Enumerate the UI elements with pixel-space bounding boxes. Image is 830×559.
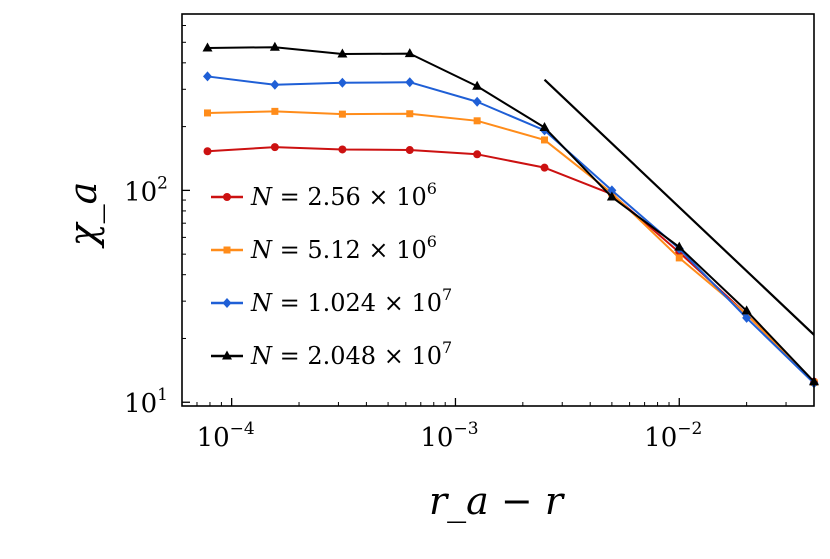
legend-value: = 2.048 × 10 — [272, 342, 442, 370]
data-point — [269, 41, 280, 51]
legend-exponent: 6 — [427, 179, 437, 198]
data-point — [338, 145, 347, 154]
legend-variable: N — [250, 289, 273, 317]
reference-line-layer — [543, 78, 814, 337]
x-axis-label: r_a − r — [429, 479, 566, 524]
data-point — [472, 96, 482, 107]
y-tick-base: 10 — [124, 177, 157, 207]
x-axis-ticks: 10−4 10−3 10−2 — [181, 398, 815, 453]
data-point — [271, 107, 279, 115]
legend-item: N = 1.024 × 107 — [211, 285, 452, 317]
data-point — [472, 80, 483, 90]
data-point — [406, 110, 414, 118]
data-point — [541, 136, 549, 144]
data-point — [337, 48, 348, 58]
data-point — [539, 122, 550, 132]
data-point — [203, 147, 212, 156]
series-line — [207, 46, 815, 383]
legend-item: N = 2.56 × 106 — [211, 179, 437, 211]
y-tick-exponent: 2 — [157, 173, 168, 193]
x-tick-base: 10 — [420, 423, 453, 453]
series-line — [207, 75, 815, 384]
legend-marker — [222, 350, 232, 360]
legend-item: N = 2.048 × 107 — [211, 338, 452, 370]
data-point — [540, 163, 549, 172]
legend-label: N = 5.12 × 106 — [250, 232, 437, 264]
legend-label: N = 2.048 × 107 — [250, 338, 452, 370]
y-tick-label: 102 — [124, 173, 168, 207]
data-point — [607, 185, 617, 196]
legend-exponent: 6 — [427, 232, 437, 251]
data-point — [405, 146, 414, 155]
series-4 — [202, 41, 819, 386]
data-point — [741, 305, 752, 315]
x-tick-label: 10−4 — [197, 419, 255, 453]
data-point — [204, 109, 212, 117]
legend-label: N = 2.56 × 106 — [250, 179, 437, 211]
data-point — [742, 312, 752, 323]
legend-marker — [222, 298, 232, 308]
x-tick-exponent: −2 — [677, 419, 702, 439]
legend-value: = 2.56 × 10 — [272, 183, 427, 211]
data-point — [473, 117, 481, 125]
legend-variable: N — [250, 236, 273, 264]
series-line — [207, 110, 815, 384]
data-point — [405, 77, 415, 88]
series-layer — [202, 41, 819, 389]
data-point — [675, 254, 683, 262]
data-point — [203, 71, 213, 82]
y-tick-base: 10 — [124, 389, 157, 419]
x-tick-base: 10 — [197, 423, 230, 453]
x-tick-exponent: −3 — [453, 419, 478, 439]
data-point — [404, 48, 415, 58]
legend-variable: N — [250, 342, 273, 370]
legend-label: N = 1.024 × 107 — [250, 285, 452, 317]
legend-value: = 5.12 × 10 — [272, 236, 427, 264]
series-3 — [203, 71, 819, 389]
data-point — [337, 77, 347, 88]
x-tick-base: 10 — [644, 423, 677, 453]
legend-variable: N — [250, 183, 273, 211]
legend-exponent: 7 — [442, 338, 452, 357]
legend-item: N = 5.12 × 106 — [211, 232, 437, 264]
plot-frame — [181, 13, 815, 407]
x-tick-label: 10−3 — [420, 419, 478, 453]
legend-marker — [223, 246, 231, 254]
y-tick-exponent: 1 — [157, 385, 168, 405]
y-axis-label: χ_a — [61, 182, 106, 250]
data-point — [202, 42, 213, 52]
legend-marker — [223, 193, 231, 201]
y-tick-label: 101 — [124, 385, 168, 419]
x-tick-exponent: −4 — [230, 419, 255, 439]
data-point — [473, 150, 482, 159]
x-tick-label: 10−2 — [644, 419, 702, 453]
data-point — [270, 79, 280, 90]
data-point — [270, 143, 279, 152]
data-point — [674, 241, 685, 251]
data-point — [338, 110, 346, 118]
legend-exponent: 7 — [442, 285, 452, 304]
data-point — [606, 191, 617, 201]
legend-value: = 1.024 × 10 — [272, 289, 442, 317]
reference-power-law-line — [543, 78, 814, 337]
